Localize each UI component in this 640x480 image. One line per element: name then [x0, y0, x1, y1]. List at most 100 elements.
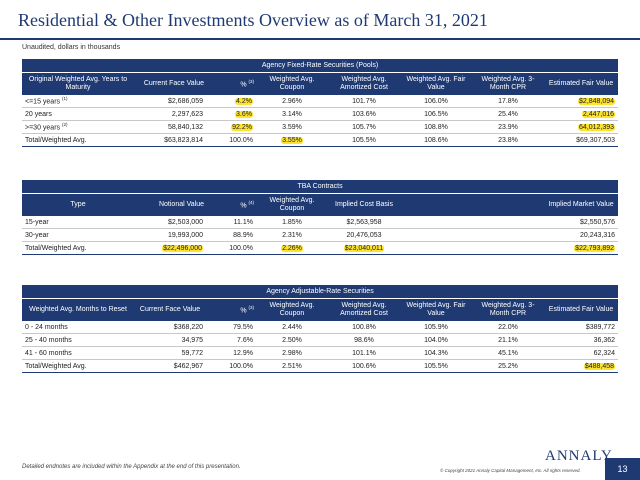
pct-label: %: [240, 202, 247, 210]
estimated-fair-value-cell: 64,012,393: [544, 120, 619, 134]
highlighted-value: $2,848,094: [578, 97, 616, 105]
row-label: 15-year: [22, 216, 134, 229]
footnote-ref: (2): [61, 122, 68, 128]
tba-table-block: TBA Contracts Type Notional Value % (4) …: [22, 180, 619, 255]
title-divider: [0, 38, 640, 40]
arm-table: Agency Adjustable-Rate Securities Weight…: [22, 285, 619, 373]
pct-cell: 7.6%: [206, 333, 256, 347]
amortized-cost-cell: 98.6%: [328, 333, 400, 347]
fair-value-cell: 104.3%: [400, 346, 472, 360]
highlighted-value: $488,458: [583, 362, 616, 370]
pct-label: %: [240, 307, 247, 315]
fair-value-cell: 104.0%: [400, 333, 472, 347]
arm-table-block: Agency Adjustable-Rate Securities Weight…: [22, 285, 619, 373]
col-header-pct: % (3): [206, 298, 256, 321]
col-header-pct: % (3): [206, 72, 256, 95]
estimated-fair-value-cell: $69,307,503: [544, 133, 619, 147]
page-number: 13: [605, 458, 640, 480]
row-label: 25 - 40 months: [22, 333, 134, 347]
footnote-ref: (3): [248, 305, 255, 311]
amortized-cost-cell: 103.6%: [328, 107, 400, 121]
col-header-pct: % (4): [206, 193, 256, 216]
tba-table: TBA Contracts Type Notional Value % (4) …: [22, 180, 619, 255]
fixed-rate-table-title: Agency Fixed-Rate Securities (Pools): [22, 59, 619, 73]
col-header: Current Face Value: [134, 298, 206, 321]
table-row: >=30 years (2) 58,840,132 92.2% 3.59% 10…: [22, 120, 619, 134]
coupon-cell: 2.50%: [256, 333, 328, 347]
estimated-fair-value-cell: 36,362: [544, 333, 619, 347]
coupon-cell: 3.14%: [256, 107, 328, 121]
fair-value-cell: 105.9%: [400, 321, 472, 334]
estimated-fair-value-cell: 62,324: [544, 346, 619, 360]
total-row: Total/Weighted Avg. $462,967 100.0% 2.51…: [22, 359, 619, 373]
table-row: 0 - 24 months $368,220 79.5% 2.44% 100.8…: [22, 321, 619, 334]
cpr-cell: 25.2%: [472, 359, 544, 373]
highlighted-value: 4.2%: [235, 97, 253, 105]
fair-value-cell: 106.0%: [400, 95, 472, 108]
pct-cell: 100.0%: [206, 241, 256, 255]
cpr-cell: 22.0%: [472, 321, 544, 334]
face-value-cell: $2,686,059: [134, 95, 206, 108]
highlighted-value: 3.55%: [281, 136, 303, 144]
amortized-cost-cell: 101.1%: [328, 346, 400, 360]
cpr-cell: 23.8%: [472, 133, 544, 147]
market-value-cell: $2,550,576: [544, 216, 619, 229]
row-label: 30-year: [22, 228, 134, 242]
col-header: Implied Cost Basis: [328, 193, 400, 216]
blank-cell: [400, 216, 544, 229]
pct-cell: 11.1%: [206, 216, 256, 229]
annaly-logo: ANNALY: [545, 448, 613, 464]
col-header: Weighted Avg. Fair Value: [400, 298, 472, 321]
tba-table-title: TBA Contracts: [22, 180, 619, 194]
fair-value-cell: 105.5%: [400, 359, 472, 373]
amortized-cost-cell: 100.8%: [328, 321, 400, 334]
highlighted-value: 92.2%: [231, 123, 253, 131]
pct-cell: 3.6%: [206, 107, 256, 121]
highlighted-value: $22,496,000: [162, 244, 203, 252]
coupon-cell: 3.59%: [256, 120, 328, 134]
face-value-cell: 58,840,132: [134, 120, 206, 134]
cpr-cell: 23.9%: [472, 120, 544, 134]
row-label: 20 years: [22, 107, 134, 121]
table-row: 20 years 2,297,623 3.6% 3.14% 103.6% 106…: [22, 107, 619, 121]
page-title: Residential & Other Investments Overview…: [18, 10, 488, 30]
total-row: Total/Weighted Avg. $63,823,814 100.0% 3…: [22, 133, 619, 147]
pct-cell: 92.2%: [206, 120, 256, 134]
footnote-ref: (4): [248, 200, 255, 206]
units-note: Unaudited, dollars in thousands: [22, 44, 121, 51]
notional-cell: 19,993,000: [134, 228, 206, 242]
blank-cell: [400, 228, 544, 242]
fixed-rate-table: Agency Fixed-Rate Securities (Pools) Ori…: [22, 59, 619, 147]
cost-basis-cell: $2,563,958: [328, 216, 400, 229]
col-header: Current Face Value: [134, 72, 206, 95]
col-header: Weighted Avg. Amortized Cost: [328, 72, 400, 95]
col-header: Notional Value: [134, 193, 206, 216]
pct-cell: 79.5%: [206, 321, 256, 334]
fair-value-cell: 108.8%: [400, 120, 472, 134]
amortized-cost-cell: 101.7%: [328, 95, 400, 108]
pct-cell: 100.0%: [206, 133, 256, 147]
cost-basis-cell: 20,476,053: [328, 228, 400, 242]
cpr-cell: 45.1%: [472, 346, 544, 360]
row-label: >=30 years: [25, 124, 61, 132]
footnote-ref: (3): [248, 79, 255, 85]
col-header: Implied Market Value: [544, 193, 619, 216]
coupon-cell: 2.98%: [256, 346, 328, 360]
col-header: Weighted Avg. Fair Value: [400, 72, 472, 95]
face-value-cell: 34,975: [134, 333, 206, 347]
coupon-cell: 2.31%: [256, 228, 328, 242]
col-header: Estimated Fair Value: [544, 72, 619, 95]
highlighted-value: 64,012,393: [578, 123, 616, 131]
col-header: Original Weighted Avg. Years to Maturity: [22, 72, 134, 95]
total-row: Total/Weighted Avg. $22,496,000 100.0% 2…: [22, 241, 619, 255]
col-header: Estimated Fair Value: [544, 298, 619, 321]
pct-cell: 88.9%: [206, 228, 256, 242]
highlighted-value: $22,793,892: [574, 244, 616, 252]
fair-value-cell: 108.6%: [400, 133, 472, 147]
row-label: 0 - 24 months: [22, 321, 134, 334]
col-header: Weighted Avg. Amortized Cost: [328, 298, 400, 321]
estimated-fair-value-cell: 2,447,016: [544, 107, 619, 121]
table-row: 15-year $2,503,000 11.1% 1.85% $2,563,95…: [22, 216, 619, 229]
estimated-fair-value-cell: $2,848,094: [544, 95, 619, 108]
fixed-rate-table-block: Agency Fixed-Rate Securities (Pools) Ori…: [22, 59, 619, 147]
